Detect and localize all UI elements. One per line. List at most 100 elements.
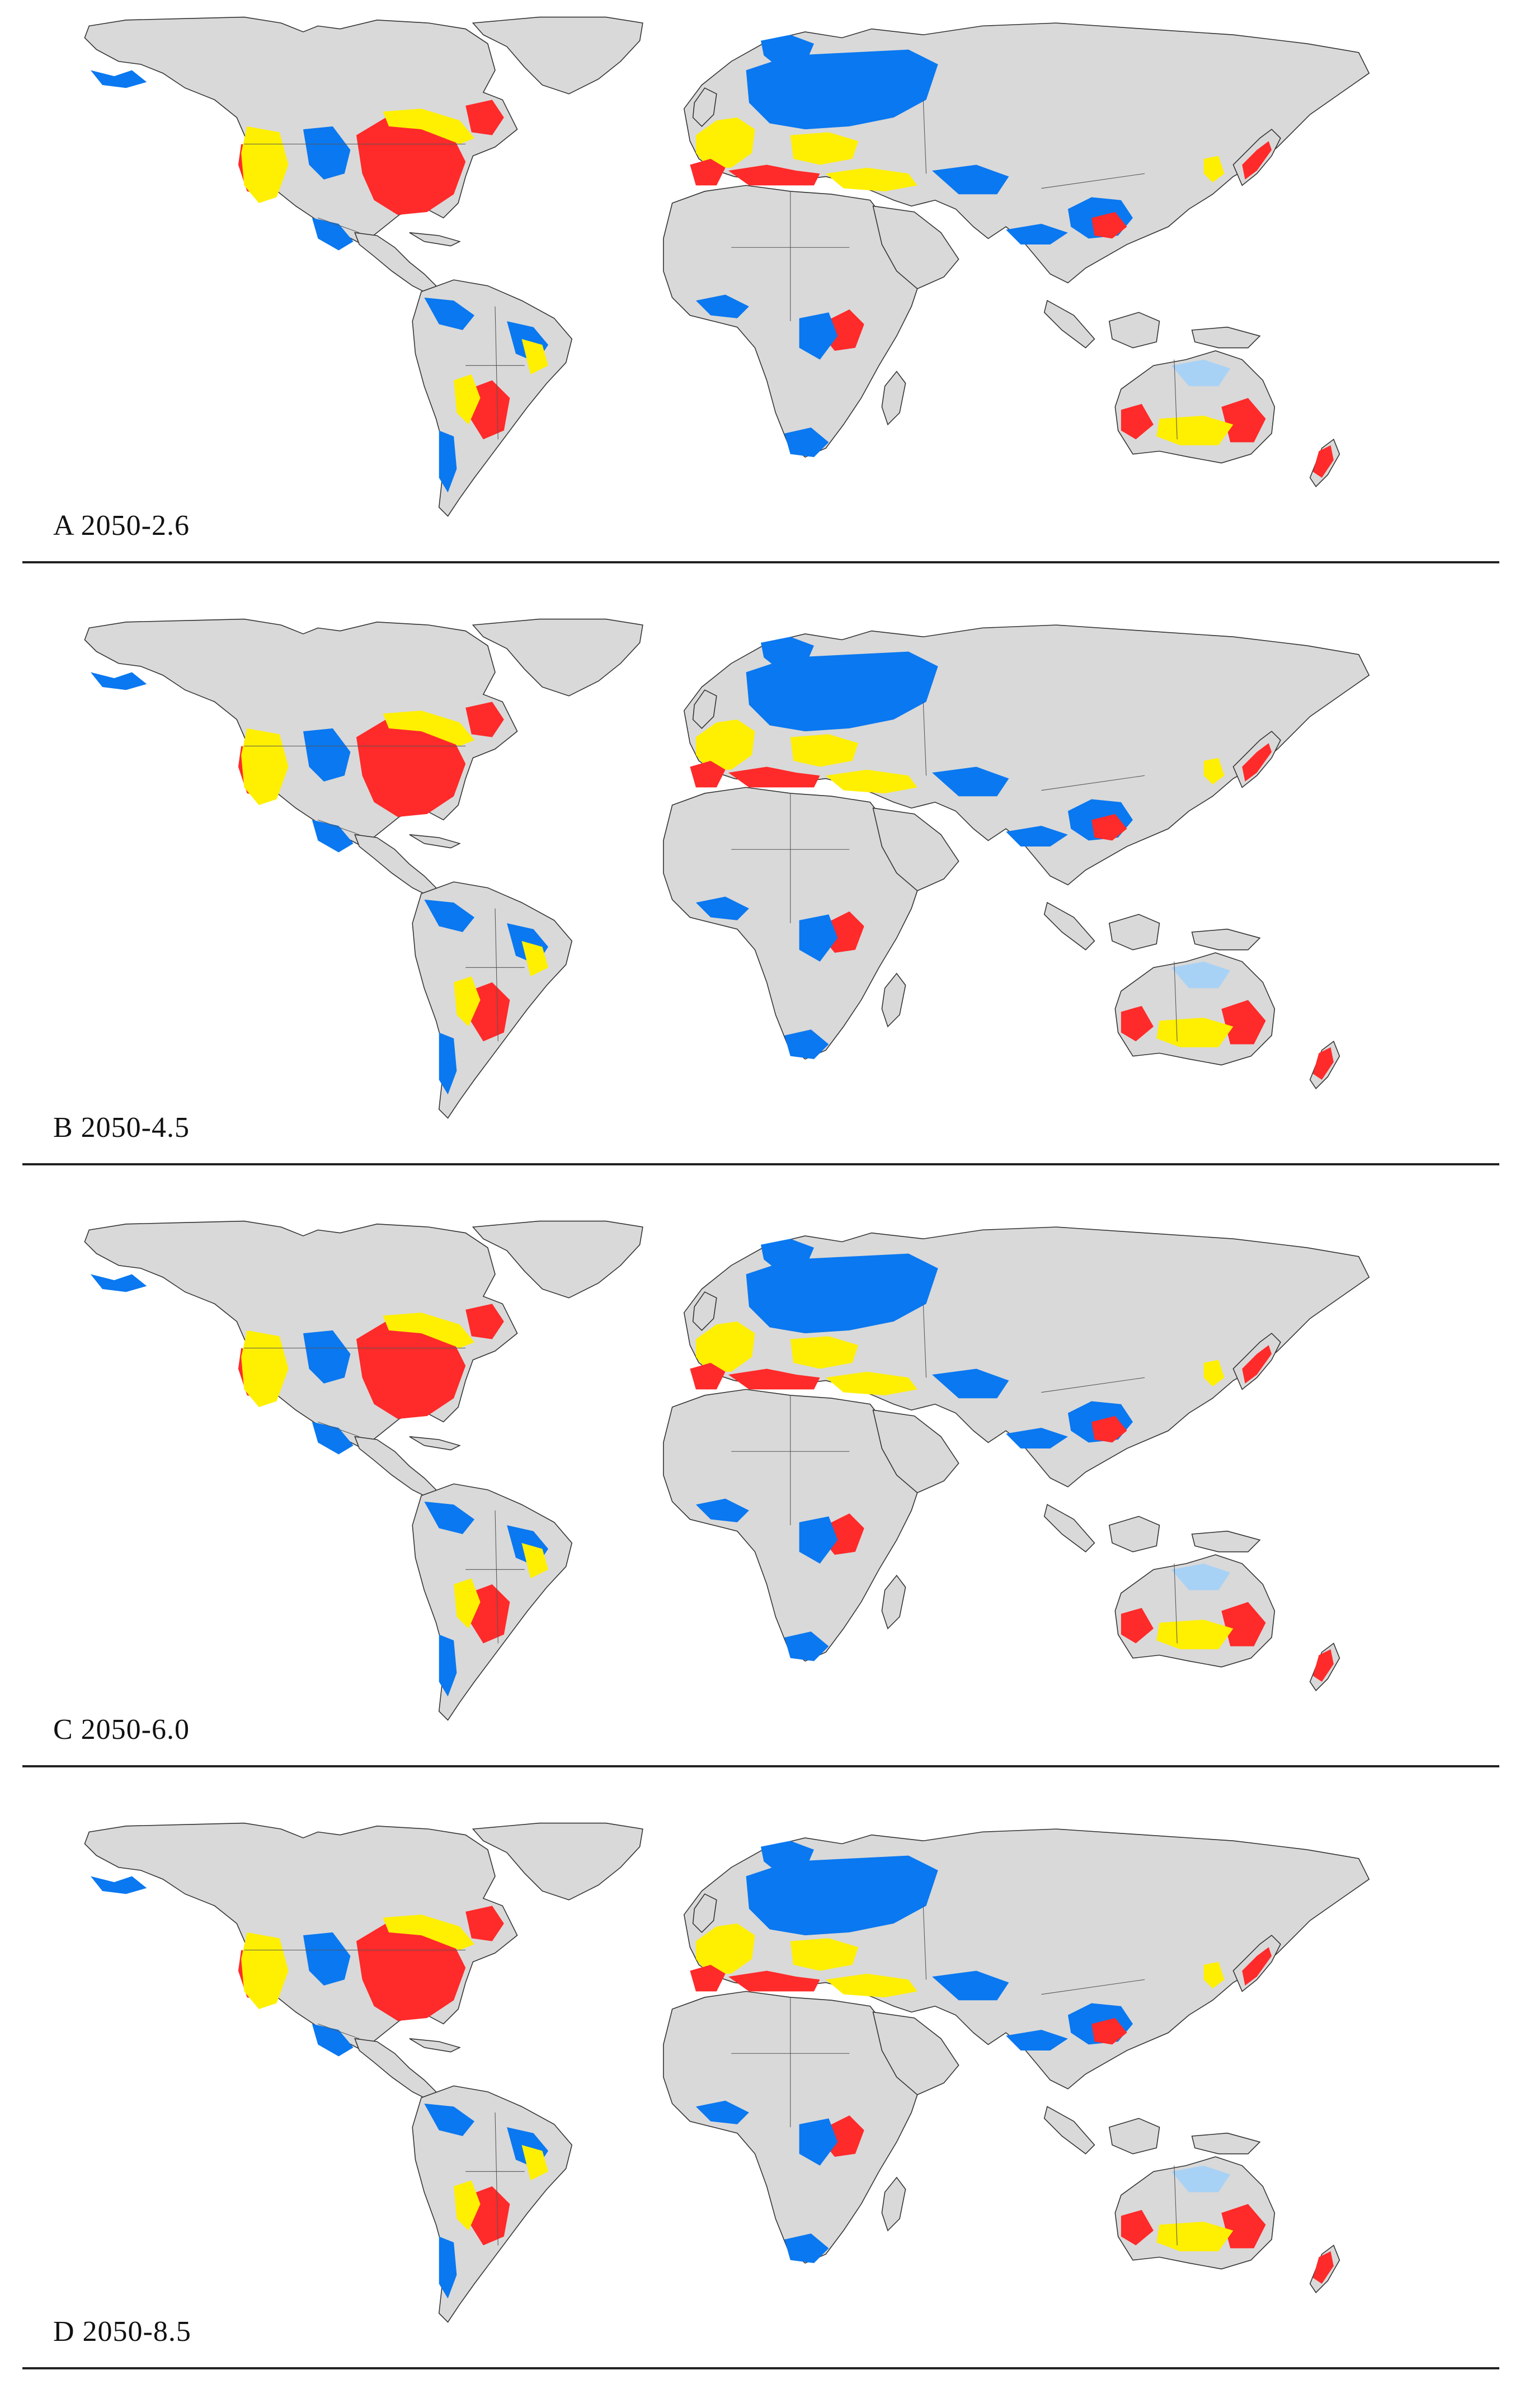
suitability-mexico-blue: [312, 2024, 354, 2057]
suitability-africa-west-blue: [695, 294, 749, 318]
country-border: [495, 1510, 498, 1644]
suitability-s-australia-yellow: [1156, 1620, 1234, 1649]
landmass-madagascar: [881, 1574, 906, 1630]
suitability-chile-blue: [439, 2236, 457, 2299]
suitability-us-east-main: [356, 1321, 466, 1419]
panel-label: C 2050-6.0: [53, 1714, 190, 1746]
landmass-madagascar: [881, 370, 906, 426]
suitability-south-africa-blue: [784, 1631, 829, 1661]
suitability-korea-yellow: [1203, 758, 1225, 785]
suitability-turkey-band: [826, 1371, 917, 1395]
landmass-madagascar: [881, 2176, 906, 2232]
suitability-chile-blue: [439, 1634, 457, 1697]
suitability-se-australia-red: [1221, 2204, 1266, 2249]
country-border: [1041, 173, 1145, 189]
landmass-africa: [663, 787, 921, 1060]
landmass-greenland: [472, 16, 643, 95]
landmass-britain: [692, 1893, 717, 1933]
landmass-sumatra: [1043, 1504, 1095, 1553]
suitability-alaska-coast: [90, 672, 147, 690]
suitability-scandinavia-blue: [761, 637, 814, 670]
landmass-madagascar: [881, 972, 906, 1028]
suitability-colombia-blue: [424, 297, 475, 330]
suitability-iberia-red: [690, 760, 726, 788]
landmass-britain: [692, 87, 717, 127]
suitability-mexico-blue: [312, 820, 354, 853]
landmass-britain: [692, 1291, 717, 1331]
suitability-turkey-band: [826, 769, 917, 793]
suitability-himalaya-blue: [1006, 1428, 1068, 1448]
landmass-arabia: [872, 2011, 959, 2096]
suitability-europe-blue: [746, 1855, 938, 1936]
landmass-new-guinea: [1191, 326, 1261, 349]
suitability-east-africa-blue: [799, 914, 838, 962]
suitability-himalaya-blue: [1006, 826, 1068, 846]
suitability-korea-yellow: [1203, 1360, 1225, 1387]
map-panel-c: C 2050-6.0: [0, 1204, 1520, 1806]
suitability-colombia-blue: [424, 1501, 475, 1534]
panel-separator: [22, 2367, 1499, 2369]
suitability-scandinavia-blue: [761, 35, 814, 68]
suitability-us-east-main: [356, 719, 466, 817]
country-border: [1041, 775, 1145, 791]
panel-separator: [22, 1765, 1499, 1767]
landmass-cuba: [409, 232, 461, 247]
landmass-central-america: [354, 2038, 437, 2101]
suitability-us-east-main: [356, 117, 466, 215]
suitability-central-asia-blue: [932, 1368, 1009, 1399]
country-border: [923, 702, 927, 776]
landmass-sumatra: [1043, 902, 1095, 951]
landmass-greenland: [472, 1220, 643, 1299]
suitability-nz-red: [1312, 445, 1334, 478]
suitability-iberia-red: [690, 1964, 726, 1992]
country-border: [1174, 359, 1178, 440]
landmass-arabia: [872, 807, 959, 892]
suitability-us-west-band: [241, 1330, 289, 1408]
suitability-australia-north-blue: [1171, 961, 1231, 989]
suitability-europe-blue: [746, 651, 938, 732]
country-border: [495, 306, 498, 440]
country-border: [495, 2112, 498, 2246]
suitability-east-europe-yellow: [790, 1336, 859, 1369]
suitability-africa-west-blue: [695, 1498, 749, 1522]
suitability-east-europe-yellow: [790, 1938, 859, 1971]
suitability-sw-australia-red: [1121, 1607, 1154, 1644]
landmass-borneo: [1108, 1516, 1160, 1553]
panel-label: A 2050-2.6: [53, 510, 190, 542]
suitability-south-africa-blue: [784, 427, 829, 457]
landmass-new-guinea: [1191, 928, 1261, 951]
suitability-australia-north-blue: [1171, 2165, 1231, 2193]
landmass-greenland: [472, 1822, 643, 1901]
suitability-japan-red: [1242, 141, 1272, 180]
landmass-greenland: [472, 618, 643, 697]
suitability-brazil-east-yellow: [521, 2144, 548, 2181]
suitability-mediterranean-red: [728, 1368, 820, 1390]
suitability-australia-north-blue: [1171, 359, 1231, 387]
landmass-central-america: [354, 1436, 437, 1499]
suitability-mediterranean-red: [728, 766, 820, 788]
suitability-east-europe-yellow: [790, 734, 859, 767]
suitability-chile-blue: [439, 1032, 457, 1095]
suitability-chile-blue: [439, 430, 457, 493]
panel-separator: [22, 561, 1499, 563]
landmass-africa: [663, 185, 921, 458]
suitability-sw-australia-red: [1121, 2209, 1154, 2246]
suitability-scandinavia-blue: [761, 1841, 814, 1874]
suitability-scandinavia-blue: [761, 1239, 814, 1272]
suitability-us-west-band: [241, 126, 289, 204]
country-border: [318, 217, 360, 233]
suitability-south-africa-blue: [784, 2233, 829, 2263]
suitability-western-europe: [695, 719, 755, 770]
suitability-new-england: [465, 1304, 504, 1339]
landmass-africa: [663, 1991, 921, 2264]
country-border: [923, 100, 927, 174]
suitability-colombia-blue: [424, 899, 475, 932]
country-border: [318, 819, 360, 835]
world-map: [84, 1822, 1370, 2323]
suitability-china-red: [1091, 2017, 1127, 2045]
country-border: [1041, 1377, 1145, 1393]
suitability-turkey-band: [826, 1973, 917, 1997]
suitability-iberia-red: [690, 1362, 726, 1390]
suitability-china-red: [1091, 211, 1127, 239]
suitability-western-europe: [695, 1923, 755, 1974]
